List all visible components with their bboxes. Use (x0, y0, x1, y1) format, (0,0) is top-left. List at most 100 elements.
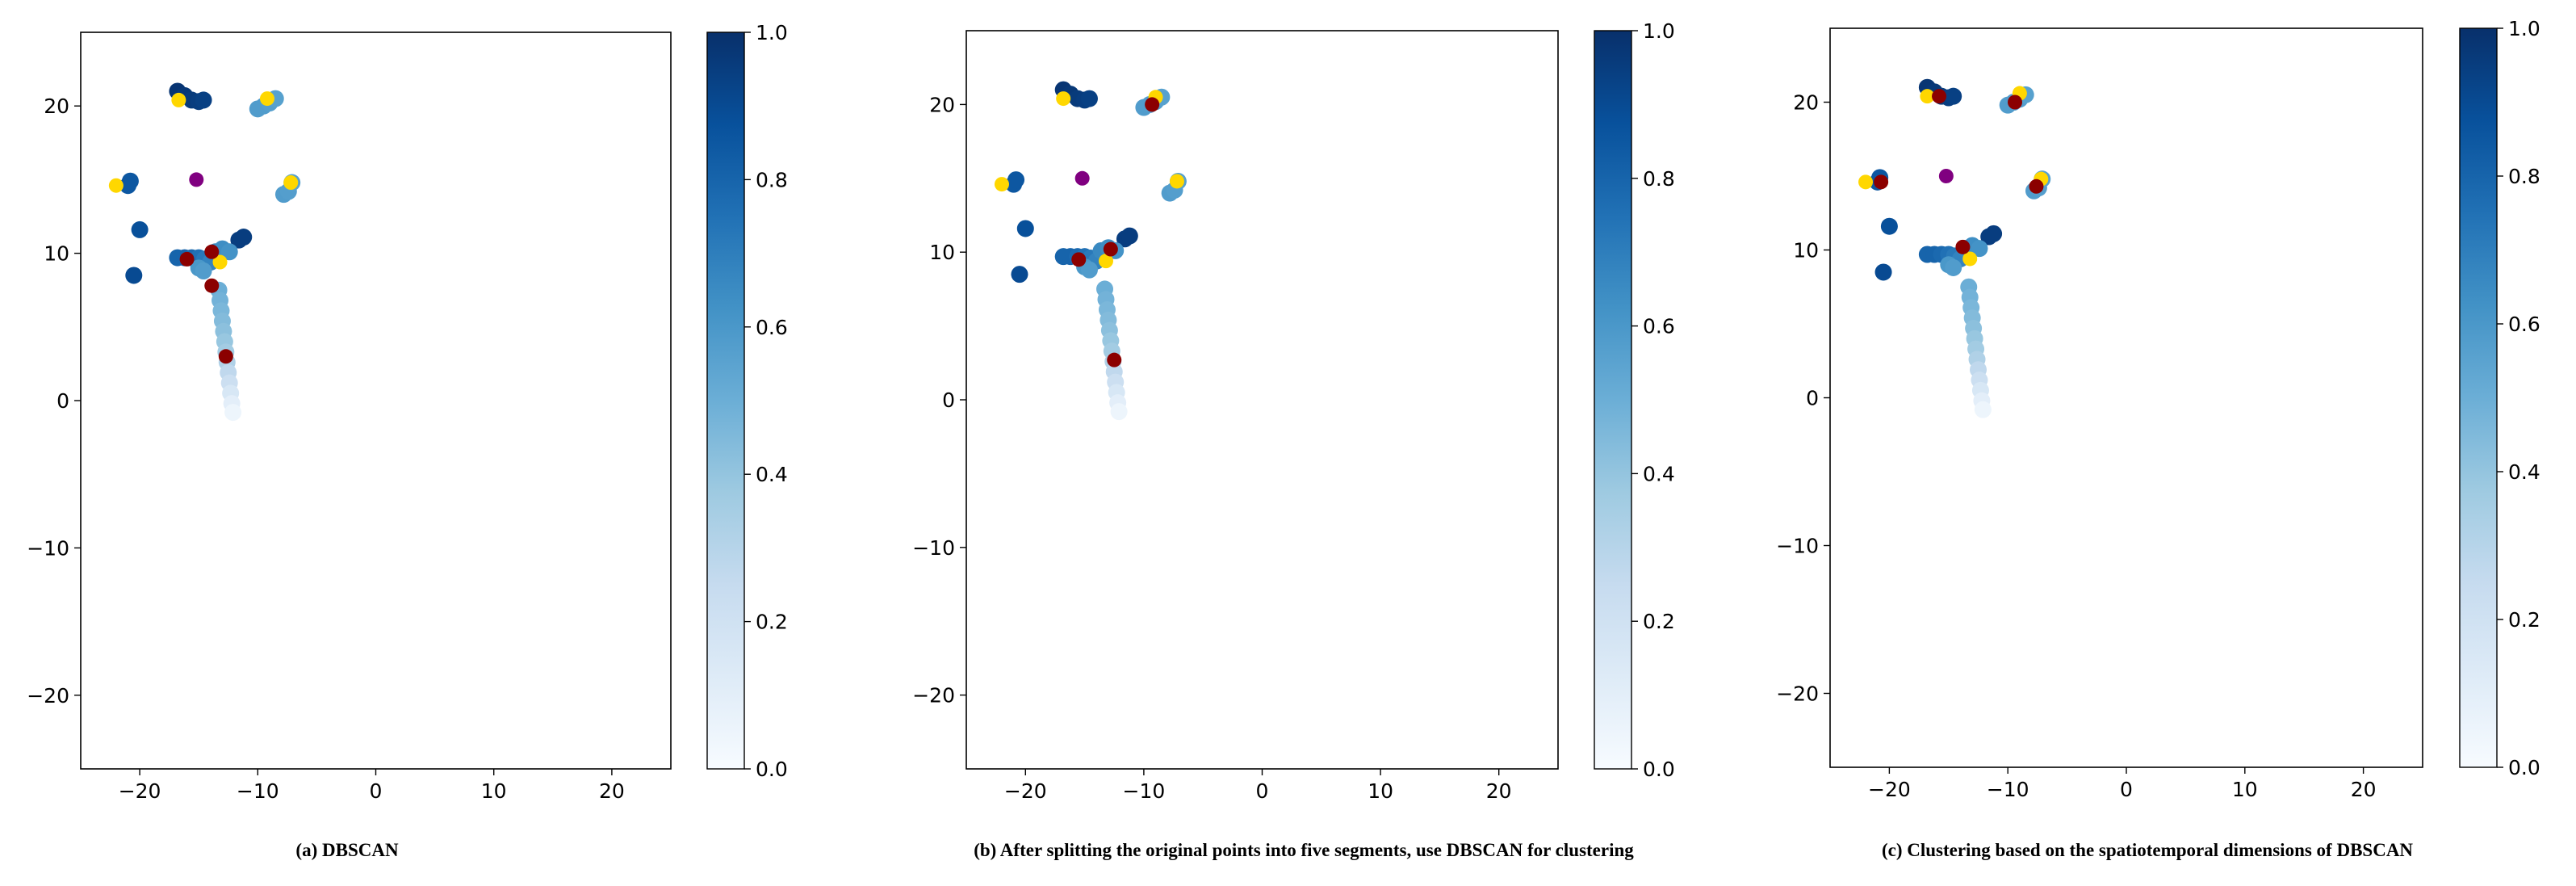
centroid-yellow-0-4 (212, 254, 228, 270)
y-tick-label-1-4: 20 (929, 93, 955, 116)
x-tick-label-1-3: 10 (1368, 779, 1393, 803)
centroid-purple-2-5 (1938, 169, 1954, 183)
colorbar-1 (1594, 30, 1632, 770)
data-point-0-17 (235, 229, 253, 246)
data-point-2-15 (1874, 263, 1892, 281)
centroid-red-2-6 (1874, 174, 1889, 190)
x-tick-label-2-4: 20 (2351, 778, 2377, 801)
data-point-1-4 (1080, 90, 1098, 107)
centroid-yellow-0-3 (283, 175, 299, 191)
colorbar-tick-label-0-0: 0.0 (756, 758, 788, 781)
colorbar-tick-label-0-1: 0.2 (756, 611, 788, 634)
y-tick-label-2-4: 20 (1793, 91, 1819, 115)
y-tick-label-1-2: 0 (942, 388, 955, 412)
colorbar-tick-label-1-0: 0.0 (1643, 758, 1675, 781)
chart-panel-0: −20 −10 0 10 20 −20 −10 0 10 20 0.0 0.2 0.4 0.6 0.8 1.0 (27, 21, 788, 803)
x-tick-label-1-2: 0 (1256, 779, 1269, 803)
data-point-0-4 (195, 91, 212, 109)
x-tick-label-2-0: −20 (1868, 778, 1911, 801)
caption-b: (b) After splitting the original points … (974, 840, 1634, 860)
data-point-2-26 (1971, 240, 1988, 258)
x-tick-label-2-1: −10 (1987, 778, 2029, 801)
colorbar-0 (706, 31, 745, 770)
y-tick-label-2-2: 0 (1806, 387, 1819, 410)
centroid-red-0-7 (204, 244, 220, 259)
x-tick-label-1-1: −10 (1123, 779, 1166, 803)
colorbar-tick-label-1-2: 0.4 (1643, 462, 1675, 485)
x-tick-label-0-1: −10 (237, 779, 279, 803)
centroid-yellow-0-0 (108, 178, 124, 193)
data-point-2-41 (1974, 401, 1992, 418)
centroid-yellow-1-4 (1098, 254, 1113, 269)
colorbar-tick-label-2-5: 1.0 (2508, 17, 2540, 40)
axes-frame-0 (80, 31, 672, 770)
chart-panel-1: −20 −10 0 10 20 −20 −10 0 10 20 0.0 0.2 0.4 0.6 0.8 1.0 (912, 19, 1675, 803)
centroid-red-1-9 (1107, 352, 1122, 367)
y-tick-label-0-2: 0 (57, 389, 69, 413)
data-point-1-14 (1016, 220, 1034, 237)
x-tick-label-0-4: 20 (599, 779, 625, 803)
colorbar-tick-label-0-4: 0.8 (756, 168, 788, 191)
data-point-0-26 (220, 243, 238, 261)
centroid-red-1-7 (1103, 241, 1118, 257)
colorbar-tick-label-2-2: 0.4 (2508, 460, 2540, 484)
data-point-1-15 (1011, 266, 1028, 283)
colorbar-tick-label-0-2: 0.4 (756, 463, 788, 486)
x-tick-label-2-3: 10 (2232, 778, 2258, 801)
colorbar-2 (2459, 27, 2498, 768)
y-tick-label-0-3: 10 (44, 242, 69, 266)
colorbar-tick-label-2-1: 0.2 (2508, 608, 2540, 632)
y-tick-label-1-3: 10 (929, 241, 955, 264)
data-point-0-10 (121, 172, 139, 190)
centroid-red-0-9 (218, 349, 233, 364)
y-tick-label-2-3: 10 (1793, 239, 1819, 262)
plot-area-1 (994, 81, 1187, 421)
centroid-purple-1-5 (1074, 170, 1090, 186)
data-point-2-4 (1945, 87, 1962, 105)
centroid-red-2-10 (1955, 239, 1971, 254)
axes-frame-2 (1829, 27, 2423, 768)
colorbar-tick-label-0-5: 1.0 (756, 21, 788, 44)
x-tick-label-0-2: 0 (370, 779, 383, 803)
centroid-purple-0-5 (189, 172, 204, 187)
centroid-yellow-1-0 (994, 177, 1009, 192)
centroid-red-1-6 (1071, 252, 1087, 267)
data-point-1-28 (1080, 261, 1098, 279)
colorbar-tick-label-1-4: 0.8 (1643, 167, 1675, 191)
centroid-red-1-8 (1145, 97, 1160, 112)
colorbar-tick-label-2-3: 0.6 (2508, 313, 2540, 336)
y-tick-label-0-4: 20 (44, 94, 69, 118)
centroid-red-2-9 (2029, 178, 2044, 194)
y-tick-label-1-0: −20 (912, 684, 955, 708)
colorbar-tick-label-1-5: 1.0 (1643, 19, 1675, 43)
x-tick-label-2-2: 0 (2120, 778, 2133, 801)
centroid-yellow-2-1 (1920, 89, 1935, 104)
centroid-red-2-7 (1932, 89, 1947, 104)
caption-c: (c) Clustering based on the spatiotempor… (1881, 840, 2414, 860)
y-tick-label-1-1: −10 (912, 536, 955, 560)
centroid-yellow-2-0 (1858, 174, 1874, 190)
data-point-1-41 (1110, 403, 1128, 421)
centroid-red-0-6 (179, 251, 195, 267)
centroid-red-2-8 (2008, 94, 2023, 110)
data-point-0-41 (224, 404, 242, 422)
centroid-red-0-8 (204, 278, 220, 293)
data-point-2-14 (1880, 217, 1898, 235)
data-point-0-14 (131, 220, 149, 238)
x-tick-label-1-4: 20 (1486, 779, 1512, 803)
centroid-yellow-2-4 (1962, 251, 1978, 267)
x-tick-label-0-0: −20 (119, 779, 161, 803)
data-point-1-10 (1007, 171, 1025, 189)
plot-area-0 (108, 82, 301, 422)
x-tick-label-0-3: 10 (481, 779, 507, 803)
data-point-0-28 (195, 262, 212, 279)
centroid-yellow-0-2 (259, 91, 274, 107)
colorbar-tick-label-1-1: 0.2 (1643, 610, 1675, 633)
colorbar-tick-label-2-4: 0.8 (2508, 165, 2540, 188)
data-point-0-15 (125, 267, 143, 284)
colorbar-tick-label-0-3: 0.6 (756, 316, 788, 339)
data-point-2-28 (1945, 258, 1962, 276)
y-tick-label-0-0: −20 (27, 684, 69, 708)
caption-a: (a) DBSCAN (295, 840, 399, 860)
